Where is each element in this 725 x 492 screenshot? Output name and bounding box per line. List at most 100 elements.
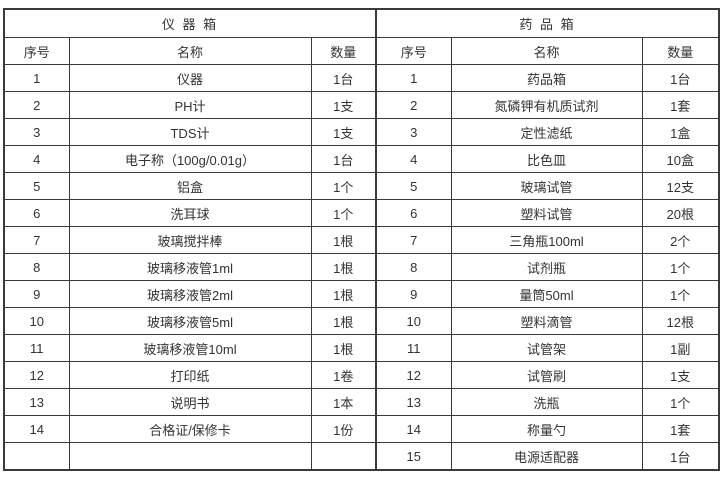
table-row: 6 洗耳球 1个 bbox=[3, 199, 377, 227]
cell-index: 12 bbox=[3, 361, 70, 389]
medicine-box-title: 药 品 箱 bbox=[375, 8, 720, 38]
cell-quantity: 1卷 bbox=[310, 361, 377, 389]
cell-quantity: 1支 bbox=[310, 91, 377, 119]
medicine-box-body: 1 药品箱 1台 2 氮磷钾有机质试剂 1套 3 定性滤纸 1盒 4 比色皿 10盒 5 玻璃试管 12支 6… bbox=[375, 64, 720, 471]
cell-quantity: 1本 bbox=[310, 388, 377, 416]
cell-quantity: 1台 bbox=[310, 64, 377, 92]
table-header-row: 序号 名称 数量 bbox=[375, 37, 720, 65]
table-row: 5 铝盒 1个 bbox=[3, 172, 377, 200]
cell-name: 玻璃移液管2ml bbox=[68, 280, 312, 308]
cell-index: 11 bbox=[375, 334, 452, 362]
cell-name: 定性滤纸 bbox=[450, 118, 643, 146]
table-row: 14 称量勺 1套 bbox=[375, 415, 720, 443]
column-header-name: 名称 bbox=[450, 37, 643, 65]
cell-quantity: 2个 bbox=[641, 226, 720, 254]
table-row: 14 合格证/保修卡 1份 bbox=[3, 415, 377, 443]
cell-name bbox=[68, 442, 312, 471]
cell-quantity: 12支 bbox=[641, 172, 720, 200]
cell-quantity: 1根 bbox=[310, 253, 377, 281]
cell-quantity: 1根 bbox=[310, 334, 377, 362]
table-row: 3 TDS计 1支 bbox=[3, 118, 377, 146]
table-row: 12 试管刷 1支 bbox=[375, 361, 720, 389]
cell-name: 玻璃试管 bbox=[450, 172, 643, 200]
cell-quantity: 1份 bbox=[310, 415, 377, 443]
cell-name: 塑料滴管 bbox=[450, 307, 643, 335]
cell-index: 7 bbox=[3, 226, 70, 254]
cell-index: 7 bbox=[375, 226, 452, 254]
cell-name: 洗耳球 bbox=[68, 199, 312, 227]
cell-quantity: 1个 bbox=[310, 199, 377, 227]
cell-name: 玻璃搅拌棒 bbox=[68, 226, 312, 254]
cell-index: 3 bbox=[3, 118, 70, 146]
table-row: 7 玻璃搅拌棒 1根 bbox=[3, 226, 377, 254]
table-row: 1 药品箱 1台 bbox=[375, 64, 720, 92]
cell-name: 塑料试管 bbox=[450, 199, 643, 227]
cell-index: 3 bbox=[375, 118, 452, 146]
table-row: 12 打印纸 1卷 bbox=[3, 361, 377, 389]
medicine-box-table: 药 品 箱 序号 名称 数量 1 药品箱 1台 2 氮磷钾有机质试剂 1套 3 定性滤纸 1盒 4… bbox=[375, 8, 720, 471]
cell-index: 13 bbox=[375, 388, 452, 416]
instrument-box-body: 1 仪器 1台 2 PH计 1支 3 TDS计 1支 4 电子称（100g/0.01g） 1台 5 铝盒 1… bbox=[3, 64, 377, 471]
cell-index: 11 bbox=[3, 334, 70, 362]
cell-index: 10 bbox=[375, 307, 452, 335]
cell-quantity: 1个 bbox=[641, 280, 720, 308]
column-header-index: 序号 bbox=[3, 37, 70, 65]
column-header-quantity: 数量 bbox=[641, 37, 720, 65]
cell-name: 比色皿 bbox=[450, 145, 643, 173]
cell-index: 2 bbox=[3, 91, 70, 119]
cell-name: 打印纸 bbox=[68, 361, 312, 389]
cell-name: 玻璃移液管1ml bbox=[68, 253, 312, 281]
cell-name: 量筒50ml bbox=[450, 280, 643, 308]
cell-index: 12 bbox=[375, 361, 452, 389]
cell-index: 8 bbox=[375, 253, 452, 281]
cell-index: 9 bbox=[375, 280, 452, 308]
cell-name: 洗瓶 bbox=[450, 388, 643, 416]
cell-name: 试剂瓶 bbox=[450, 253, 643, 281]
cell-name: 说明书 bbox=[68, 388, 312, 416]
cell-index: 8 bbox=[3, 253, 70, 281]
inventory-tables: 仪 器 箱 序号 名称 数量 1 仪器 1台 2 PH计 1支 3 TDS计 1支 4 电子称（10… bbox=[3, 8, 720, 471]
column-header-quantity: 数量 bbox=[310, 37, 377, 65]
cell-name: 电源适配器 bbox=[450, 442, 643, 471]
cell-index: 14 bbox=[375, 415, 452, 443]
cell-index: 6 bbox=[375, 199, 452, 227]
cell-name: 称量勺 bbox=[450, 415, 643, 443]
cell-quantity: 1个 bbox=[641, 388, 720, 416]
cell-index: 15 bbox=[375, 442, 452, 471]
cell-index: 4 bbox=[3, 145, 70, 173]
table-title-row: 药 品 箱 bbox=[375, 8, 720, 38]
table-header-row: 序号 名称 数量 bbox=[3, 37, 377, 65]
cell-quantity: 1套 bbox=[641, 91, 720, 119]
cell-index: 1 bbox=[3, 64, 70, 92]
cell-quantity: 12根 bbox=[641, 307, 720, 335]
cell-name: 玻璃移液管5ml bbox=[68, 307, 312, 335]
table-row: 11 玻璃移液管10ml 1根 bbox=[3, 334, 377, 362]
cell-quantity: 20根 bbox=[641, 199, 720, 227]
cell-name: 合格证/保修卡 bbox=[68, 415, 312, 443]
cell-name: TDS计 bbox=[68, 118, 312, 146]
cell-index: 9 bbox=[3, 280, 70, 308]
table-row: 3 定性滤纸 1盒 bbox=[375, 118, 720, 146]
cell-quantity: 10盒 bbox=[641, 145, 720, 173]
table-title-row: 仪 器 箱 bbox=[3, 8, 377, 38]
cell-name: 电子称（100g/0.01g） bbox=[68, 145, 312, 173]
cell-quantity: 1套 bbox=[641, 415, 720, 443]
table-row: 4 比色皿 10盒 bbox=[375, 145, 720, 173]
cell-name: 玻璃移液管10ml bbox=[68, 334, 312, 362]
cell-quantity bbox=[310, 442, 377, 471]
table-row: 9 玻璃移液管2ml 1根 bbox=[3, 280, 377, 308]
table-row: 11 试管架 1副 bbox=[375, 334, 720, 362]
table-row: 15 电源适配器 1台 bbox=[375, 442, 720, 471]
cell-quantity: 1支 bbox=[641, 361, 720, 389]
cell-quantity: 1台 bbox=[641, 64, 720, 92]
cell-quantity: 1根 bbox=[310, 226, 377, 254]
cell-index: 10 bbox=[3, 307, 70, 335]
table-row: 1 仪器 1台 bbox=[3, 64, 377, 92]
column-header-index: 序号 bbox=[375, 37, 452, 65]
instrument-box-table: 仪 器 箱 序号 名称 数量 1 仪器 1台 2 PH计 1支 3 TDS计 1支 4 电子称（10… bbox=[3, 8, 377, 471]
cell-name: 氮磷钾有机质试剂 bbox=[450, 91, 643, 119]
cell-name: 试管刷 bbox=[450, 361, 643, 389]
cell-index: 13 bbox=[3, 388, 70, 416]
table-row: 8 玻璃移液管1ml 1根 bbox=[3, 253, 377, 281]
